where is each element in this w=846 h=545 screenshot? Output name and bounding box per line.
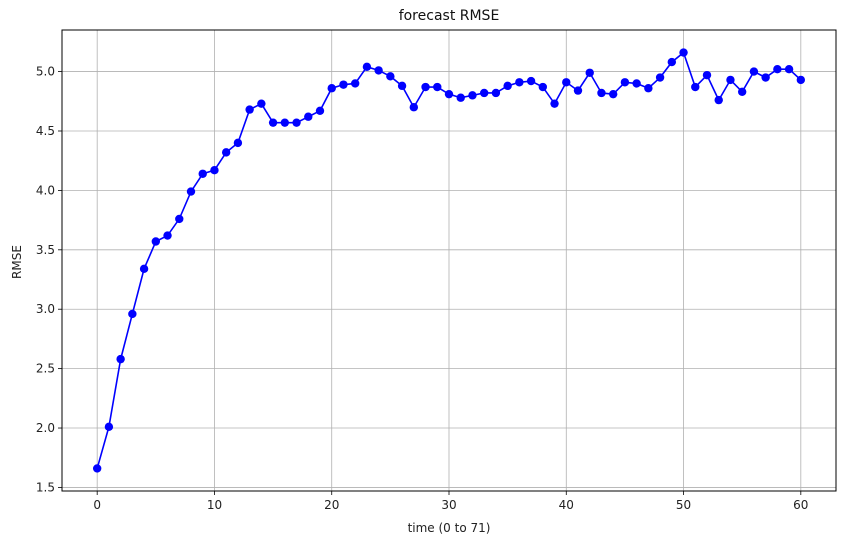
data-point bbox=[456, 93, 465, 102]
data-point bbox=[667, 57, 677, 67]
data-point bbox=[304, 112, 313, 121]
data-point bbox=[257, 99, 266, 108]
grid-lines bbox=[62, 30, 836, 491]
data-point bbox=[327, 84, 336, 93]
x-axis-label: time (0 to 71) bbox=[408, 521, 491, 535]
data-point bbox=[632, 79, 641, 88]
data-point bbox=[503, 81, 512, 91]
data-point bbox=[292, 118, 301, 127]
data-series bbox=[92, 48, 806, 473]
y-tick-label: 3.5 bbox=[36, 243, 55, 257]
data-point bbox=[409, 103, 419, 112]
x-tick-label: 10 bbox=[207, 498, 222, 512]
y-tick-label: 3.0 bbox=[36, 302, 55, 316]
data-point bbox=[479, 88, 489, 98]
x-tick-label: 40 bbox=[559, 498, 574, 512]
data-point bbox=[538, 82, 548, 92]
data-point bbox=[175, 214, 184, 224]
data-point bbox=[280, 118, 290, 127]
data-point bbox=[726, 75, 735, 85]
data-point bbox=[749, 67, 759, 76]
data-point bbox=[608, 89, 618, 99]
data-point bbox=[737, 87, 747, 96]
data-point bbox=[550, 99, 559, 108]
data-point bbox=[128, 309, 137, 319]
data-point bbox=[421, 82, 430, 92]
data-point bbox=[116, 354, 125, 364]
y-tick-label: 1.5 bbox=[36, 480, 55, 494]
data-point bbox=[315, 106, 325, 115]
data-point bbox=[644, 84, 653, 93]
data-point bbox=[92, 464, 102, 473]
data-point bbox=[151, 237, 161, 246]
y-tick-label: 2.0 bbox=[36, 421, 55, 435]
data-point bbox=[186, 187, 196, 196]
data-point bbox=[397, 81, 407, 91]
data-point bbox=[444, 89, 454, 99]
data-point bbox=[468, 91, 477, 100]
x-tick-label: 30 bbox=[441, 498, 456, 512]
y-tick-label: 5.0 bbox=[36, 65, 55, 79]
data-point bbox=[702, 70, 712, 80]
data-point bbox=[714, 95, 723, 105]
data-point bbox=[245, 105, 254, 114]
data-point bbox=[163, 231, 172, 240]
data-point bbox=[362, 62, 372, 72]
x-tick-label: 50 bbox=[676, 498, 691, 512]
data-point bbox=[268, 118, 278, 127]
data-point bbox=[139, 264, 149, 274]
y-tick-label: 4.5 bbox=[36, 124, 55, 138]
x-tick-label: 60 bbox=[793, 498, 808, 512]
data-point bbox=[526, 76, 536, 86]
y-tick-label: 2.5 bbox=[36, 362, 55, 376]
data-point bbox=[515, 78, 524, 87]
data-point bbox=[655, 73, 665, 82]
data-point bbox=[386, 72, 395, 81]
data-point bbox=[679, 48, 688, 57]
data-point bbox=[104, 422, 114, 432]
chart-title: forecast RMSE bbox=[399, 8, 500, 24]
data-point bbox=[233, 138, 243, 148]
data-point bbox=[773, 65, 782, 74]
y-tick-label: 4.0 bbox=[36, 183, 55, 197]
x-tick-label: 20 bbox=[324, 498, 339, 512]
axis-ticks: 0 10 20 30 40 50 60 1.5 2.0 2.5 3.0 3.5 4.0 4.5 5.0 bbox=[36, 65, 809, 512]
data-point bbox=[796, 75, 806, 85]
x-tick-label: 0 bbox=[93, 498, 101, 512]
data-point bbox=[691, 82, 700, 92]
data-point bbox=[198, 169, 207, 178]
data-point bbox=[491, 88, 501, 98]
data-point bbox=[597, 88, 606, 98]
data-point bbox=[374, 66, 383, 75]
data-point bbox=[585, 68, 594, 77]
data-point bbox=[573, 86, 583, 95]
data-point bbox=[784, 65, 794, 74]
data-point bbox=[562, 78, 571, 87]
data-point bbox=[761, 73, 770, 82]
data-point bbox=[221, 148, 231, 157]
data-point bbox=[350, 79, 360, 88]
data-point bbox=[339, 80, 348, 89]
data-point bbox=[433, 82, 442, 92]
y-axis-label: RMSE bbox=[10, 245, 24, 279]
data-point bbox=[620, 78, 630, 87]
data-point bbox=[210, 166, 219, 175]
